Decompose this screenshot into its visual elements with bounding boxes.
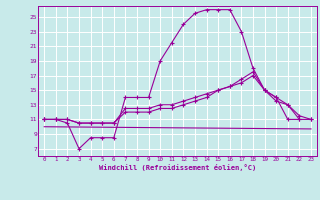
X-axis label: Windchill (Refroidissement éolien,°C): Windchill (Refroidissement éolien,°C) [99, 164, 256, 171]
